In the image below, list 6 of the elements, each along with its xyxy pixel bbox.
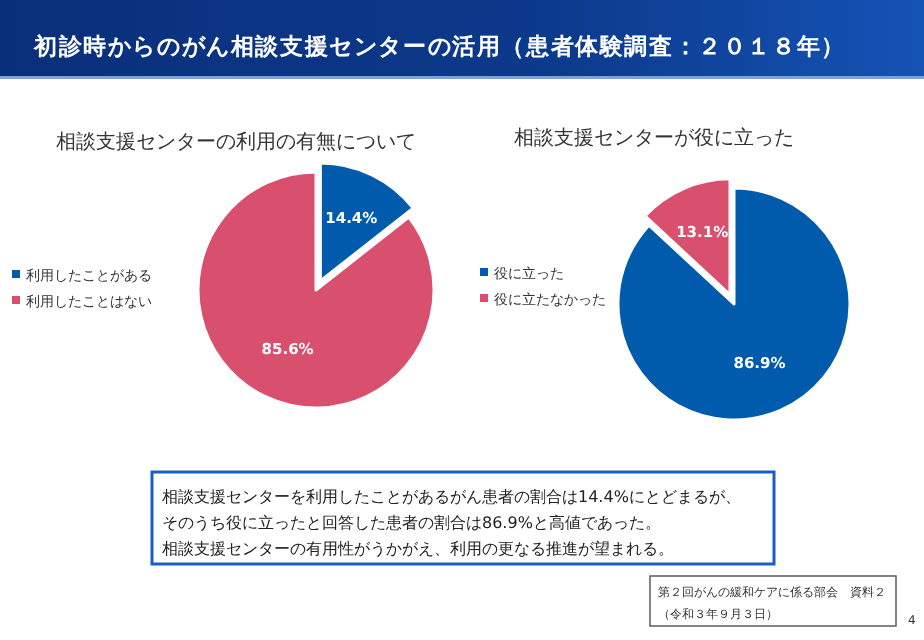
text: 相談支援センターを利用したことがあるがん患者の割合は14.4%にとどまるが、 — [162, 488, 741, 506]
text: 相談支援センターの有用性がうかがえ、利用の更なる推進が望まれる。 — [162, 540, 674, 558]
chart-title: 相談支援センターが役に立った — [514, 126, 794, 150]
chart-title: 相談支援センターの利用の有無について — [56, 130, 416, 154]
text: 初診時からのがん相談支援センターの活用（患者体験調査：２０１８年） — [32, 32, 846, 60]
text: そのうち役に立ったと回答した患者の割合は86.9%と高値であった。 — [162, 514, 661, 532]
